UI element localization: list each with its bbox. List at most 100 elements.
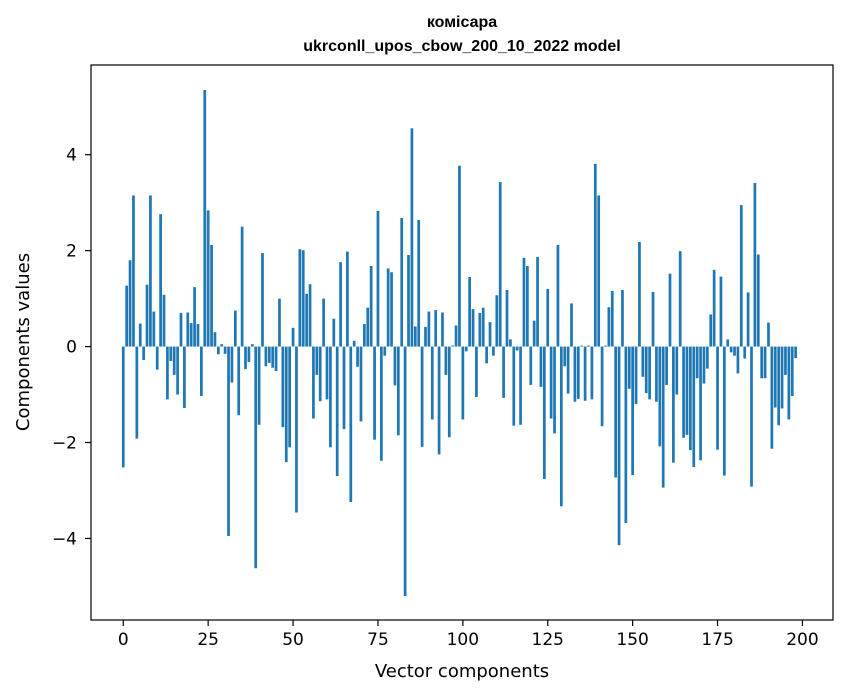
bar-162 bbox=[672, 346, 675, 463]
bar-195 bbox=[784, 346, 787, 375]
y-tick-label-4: 4 bbox=[66, 146, 77, 166]
bar-100 bbox=[461, 346, 465, 420]
bar-136 bbox=[583, 346, 587, 401]
bar-37 bbox=[247, 346, 251, 362]
bar-7 bbox=[145, 284, 149, 347]
bar-190 bbox=[767, 322, 770, 347]
bar-91 bbox=[430, 346, 434, 420]
bar-140 bbox=[597, 195, 601, 347]
bar-141 bbox=[600, 346, 604, 427]
bar-78 bbox=[386, 268, 390, 347]
x-tick-label-200: 200 bbox=[786, 630, 818, 650]
bar-192 bbox=[773, 346, 777, 408]
bar-174 bbox=[712, 269, 716, 347]
bar-155 bbox=[648, 346, 651, 400]
bar-123 bbox=[539, 346, 543, 387]
bar-10 bbox=[155, 346, 159, 370]
y-axis-ticks: −4 −2 0 2 4 bbox=[52, 146, 91, 549]
bar-173 bbox=[709, 314, 713, 347]
bar-43 bbox=[267, 346, 271, 363]
bar-118 bbox=[522, 257, 526, 347]
bar-23 bbox=[200, 346, 203, 396]
bar-62 bbox=[332, 318, 336, 347]
bar-131 bbox=[566, 346, 570, 394]
bar-54 bbox=[305, 293, 308, 347]
bar-22 bbox=[196, 324, 200, 347]
x-tick-label-175: 175 bbox=[701, 630, 733, 650]
bar-13 bbox=[166, 346, 169, 400]
bar-65 bbox=[342, 346, 346, 430]
bar-189 bbox=[763, 346, 767, 379]
bar-156 bbox=[651, 291, 655, 347]
bar-150 bbox=[631, 346, 634, 476]
bar-30 bbox=[223, 346, 227, 354]
bar-73 bbox=[369, 265, 373, 347]
bar-161 bbox=[668, 273, 672, 347]
bar-135 bbox=[580, 345, 584, 347]
bar-116 bbox=[515, 346, 519, 351]
bar-64 bbox=[339, 262, 342, 347]
bar-98 bbox=[454, 325, 458, 347]
y-axis-label: Components values bbox=[13, 253, 34, 431]
bar-26 bbox=[210, 244, 213, 347]
bar-49 bbox=[288, 346, 292, 448]
bar-25 bbox=[206, 210, 210, 347]
bar-112 bbox=[502, 346, 505, 398]
bar-15 bbox=[172, 346, 176, 375]
bar-19 bbox=[186, 312, 190, 347]
bar-176 bbox=[719, 276, 723, 347]
bar-183 bbox=[743, 346, 747, 359]
bar-120 bbox=[529, 346, 533, 385]
bar-71 bbox=[363, 324, 366, 347]
bar-16 bbox=[176, 346, 179, 395]
bar-34 bbox=[237, 346, 241, 416]
bar-51 bbox=[295, 346, 298, 513]
bar-44 bbox=[271, 346, 275, 368]
bar-129 bbox=[559, 346, 563, 507]
bar-11 bbox=[159, 214, 162, 347]
bar-12 bbox=[162, 294, 166, 347]
bar-69 bbox=[356, 346, 359, 367]
bar-2 bbox=[128, 260, 132, 347]
bar-171 bbox=[702, 346, 706, 384]
x-tick-label-100: 100 bbox=[447, 630, 479, 650]
bar-28 bbox=[216, 346, 220, 355]
bar-86 bbox=[413, 326, 417, 347]
bar-89 bbox=[424, 326, 427, 347]
bar-175 bbox=[716, 346, 719, 450]
bar-105 bbox=[478, 313, 482, 347]
bar-180 bbox=[733, 346, 736, 356]
y-tick-label--4: −4 bbox=[52, 529, 77, 549]
bar-188 bbox=[760, 346, 764, 379]
bar-115 bbox=[512, 346, 516, 426]
bar-77 bbox=[383, 346, 387, 356]
bar-38 bbox=[250, 344, 254, 347]
bar-182 bbox=[739, 205, 743, 347]
bar-67 bbox=[349, 346, 353, 502]
bar-164 bbox=[678, 251, 682, 347]
bar-102 bbox=[468, 277, 471, 347]
bar-126 bbox=[549, 346, 553, 419]
x-tick-label-150: 150 bbox=[616, 630, 648, 650]
bar-106 bbox=[481, 307, 485, 347]
bar-96 bbox=[447, 346, 451, 438]
bar-113 bbox=[505, 289, 509, 347]
bar-53 bbox=[301, 250, 305, 347]
bar-134 bbox=[576, 346, 580, 399]
bar-181 bbox=[736, 346, 740, 374]
bar-48 bbox=[284, 346, 288, 463]
bar-158 bbox=[658, 346, 662, 447]
bar-154 bbox=[644, 346, 648, 394]
chart-title: комісара bbox=[427, 14, 497, 31]
bar-27 bbox=[213, 332, 217, 347]
bar-149 bbox=[627, 346, 631, 389]
bar-107 bbox=[485, 346, 488, 364]
bar-55 bbox=[308, 284, 312, 347]
bar-144 bbox=[610, 290, 614, 347]
bar-88 bbox=[420, 346, 424, 447]
bar-40 bbox=[257, 346, 261, 425]
bar-59 bbox=[322, 298, 325, 347]
bar-124 bbox=[542, 346, 546, 479]
bar-97 bbox=[451, 345, 455, 347]
bar-179 bbox=[729, 346, 733, 353]
